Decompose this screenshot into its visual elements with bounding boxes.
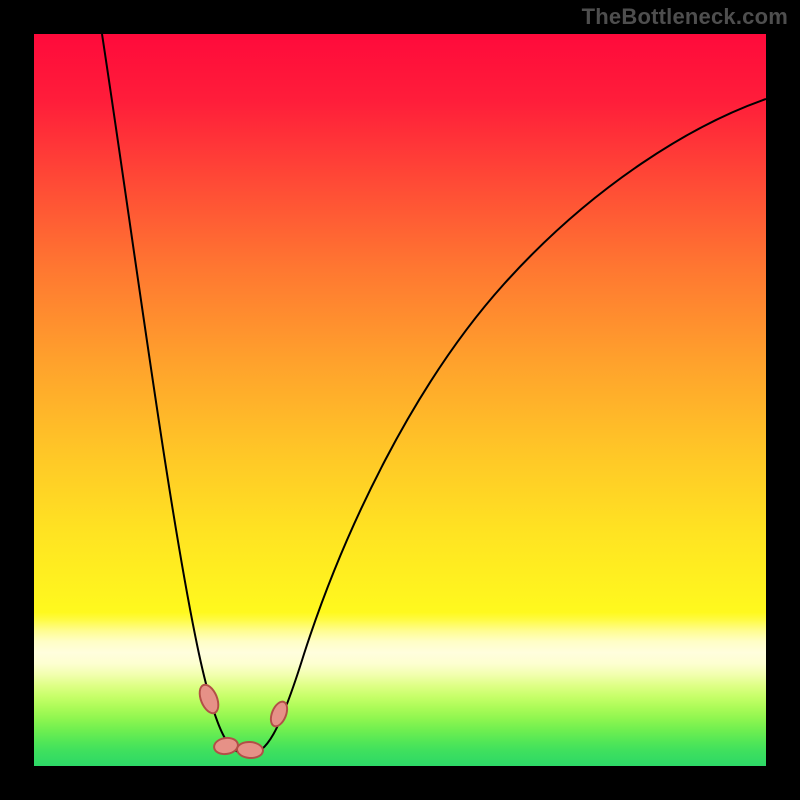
bottleneck-curve: [34, 34, 766, 766]
plot-area: [34, 34, 766, 766]
watermark-text: TheBottleneck.com: [582, 4, 788, 30]
